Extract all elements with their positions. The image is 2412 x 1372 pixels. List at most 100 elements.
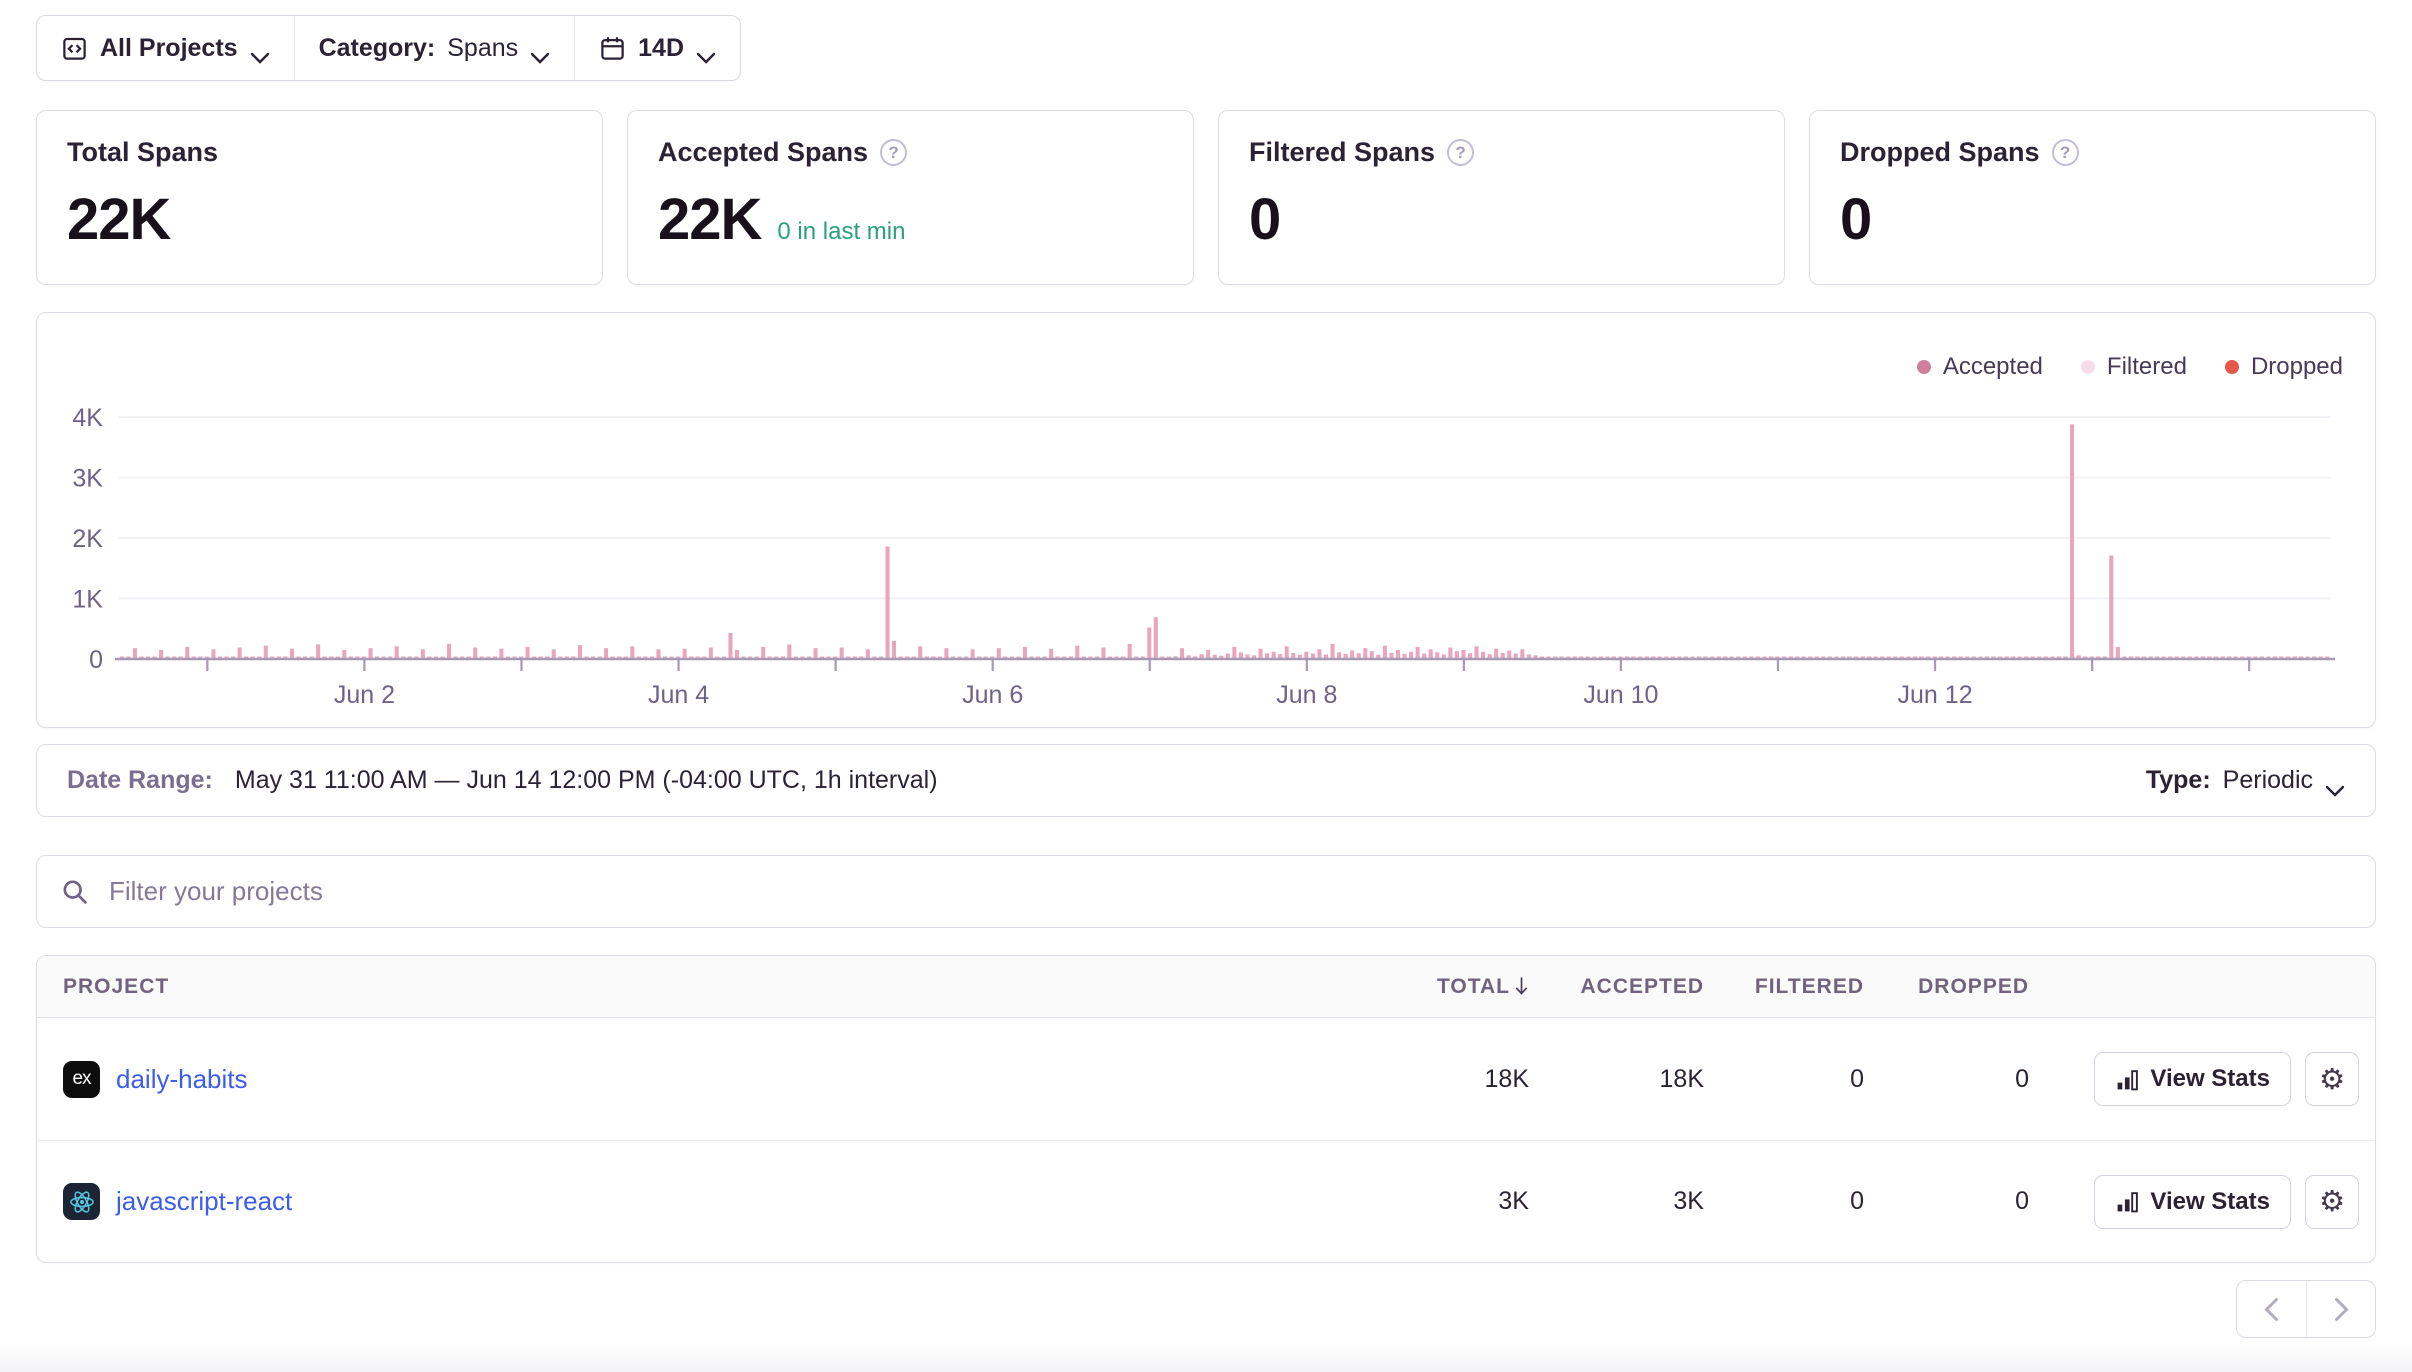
svg-text:Jun 6: Jun 6 [962,681,1023,709]
previous-page-button[interactable] [2237,1281,2306,1337]
table-row: javascript-react 3K 3K 0 0 View Stats ⚙ [37,1140,2375,1262]
card-value: 0 [1840,187,1872,252]
card-value: 22K [658,187,762,252]
cell-total: 3K [1498,1187,1529,1215]
help-icon[interactable]: ? [1447,139,1475,166]
cell-dropped: 0 [2015,1187,2029,1215]
usage-chart-card: 0 1K 2K 3K 4K Jun 2 Jun 4 Jun 6 Jun 8 Jun 10 Jun 1… [36,312,2376,728]
card-title: Accepted Spans [658,137,869,167]
project-settings-button[interactable]: ⚙ [2305,1052,2359,1106]
card-title: Filtered Spans [1249,137,1436,167]
category-value: Spans [447,33,519,62]
view-stats-label: View Stats [2150,1065,2270,1092]
bar-chart-icon [2117,1192,2139,1213]
category-filter-dropdown[interactable]: Category: Spans [293,16,575,80]
chevron-down-icon [530,42,550,64]
usage-bar-chart: 0 1K 2K 3K 4K Jun 2 Jun 4 Jun 6 Jun 8 Jun 10 Jun 1… [72,404,2335,709]
cell-total: 18K [1484,1064,1529,1093]
svg-text:Jun 8: Jun 8 [1276,681,1337,709]
gear-icon: ⚙ [2319,1063,2345,1096]
svg-text:Jun 4: Jun 4 [648,681,709,709]
view-stats-button[interactable]: View Stats [2094,1052,2291,1106]
project-settings-button[interactable]: ⚙ [2305,1174,2359,1229]
column-header-dropped[interactable]: DROPPED [1918,974,2029,998]
help-icon[interactable]: ? [2051,139,2079,166]
legend-dot [1916,360,1931,374]
column-header-total[interactable]: TOTAL [1389,975,1529,999]
cell-filtered: 0 [1850,1064,1864,1093]
table-row: ex daily-habits 18K 18K 0 0 View Stats ⚙ [37,1018,2375,1140]
search-icon [63,880,87,904]
chevron-down-icon [250,42,270,64]
svg-text:3K: 3K [72,465,103,493]
bar-chart-icon [2117,1069,2139,1090]
chevron-down-icon [696,42,716,64]
column-header-filtered[interactable]: FILTERED [1754,974,1864,998]
sort-descending-icon [1515,977,1528,995]
view-stats-label: View Stats [2150,1187,2270,1215]
gear-icon: ⚙ [2319,1186,2345,1218]
column-header-total-label: TOTAL [1436,974,1510,998]
card-title: Total Spans [67,137,219,167]
next-page-button[interactable] [2306,1281,2375,1337]
chart-legend: Accepted Filtered Dropped [1916,353,2343,381]
card-value: 0 [1249,187,1281,252]
legend-item-filtered[interactable]: Filtered [2080,353,2187,381]
date-range-bar: Date Range: May 31 11:00 AM — Jun 14 12:… [36,744,2376,817]
svg-text:2K: 2K [72,525,103,553]
card-value: 22K [67,187,171,252]
project-filter-input[interactable] [36,855,2376,928]
stat-card-dropped-spans: Dropped Spans ? 0 [1809,110,2376,285]
live-accepted-subtext: 0 in last min [777,218,906,245]
chevron-left-icon [2264,1297,2278,1321]
type-label: Type: [2145,766,2211,794]
help-icon[interactable]: ? [880,139,908,166]
card-title: Dropped Spans [1840,137,2040,167]
date-period-dropdown[interactable]: 14D [574,16,740,80]
legend-label: Accepted [1942,353,2043,380]
filters-toolbar: All Projects Category: Spans 14D [36,15,742,81]
view-stats-button[interactable]: View Stats [2094,1174,2291,1229]
svg-text:Jun 10: Jun 10 [1583,681,1658,709]
project-link[interactable]: javascript-react [116,1186,293,1216]
cell-accepted: 3K [1673,1187,1704,1215]
svg-text:Jun 2: Jun 2 [334,681,395,709]
cell-dropped: 0 [2015,1064,2029,1093]
project-link[interactable]: daily-habits [116,1063,248,1094]
column-header-project[interactable]: PROJECT [63,974,170,998]
projects-icon [61,35,88,62]
date-period-value: 14D [638,33,685,62]
chevron-down-icon [2325,775,2345,797]
table-header-row: PROJECT TOTAL ACCEPTED FILTERED DROPPED [37,956,2375,1018]
svg-text:4K: 4K [72,404,103,432]
project-filter-dropdown[interactable]: All Projects [37,16,294,80]
legend-dot [2080,360,2095,374]
legend-dot [2224,360,2239,374]
usage-stat-cards: Total Spans 22K Accepted Spans ? 22K 0 i… [36,110,2376,285]
chart-type-dropdown[interactable]: Type: Periodic [2145,766,2345,797]
date-range-value: May 31 11:00 AM — Jun 14 12:00 PM (-04:0… [234,766,938,794]
svg-text:0: 0 [89,646,103,674]
category-label: Category: [318,33,436,62]
type-value: Periodic [2222,766,2313,794]
pagination [36,1280,2376,1338]
stat-card-total-spans: Total Spans 22K [36,110,603,285]
legend-label: Filtered [2106,353,2187,380]
legend-item-accepted[interactable]: Accepted [1916,353,2043,381]
project-filter-label: All Projects [100,33,238,62]
stat-card-filtered-spans: Filtered Spans ? 0 [1218,110,1785,285]
project-filter-wrap [36,855,2376,928]
react-platform-icon [63,1183,100,1220]
legend-item-dropped[interactable]: Dropped [2224,353,2343,381]
stat-card-accepted-spans: Accepted Spans ? 22K 0 in last min [627,110,1194,285]
cell-filtered: 0 [1850,1187,1864,1215]
date-range-label: Date Range: [67,766,213,794]
svg-text:1K: 1K [72,586,103,614]
projects-table: PROJECT TOTAL ACCEPTED FILTERED DROPPED … [36,955,2376,1263]
express-platform-icon: ex [63,1060,100,1098]
chevron-right-icon [2334,1297,2349,1321]
legend-label: Dropped [2250,353,2343,380]
cell-accepted: 18K [1659,1064,1704,1093]
column-header-accepted[interactable]: ACCEPTED [1580,974,1704,998]
